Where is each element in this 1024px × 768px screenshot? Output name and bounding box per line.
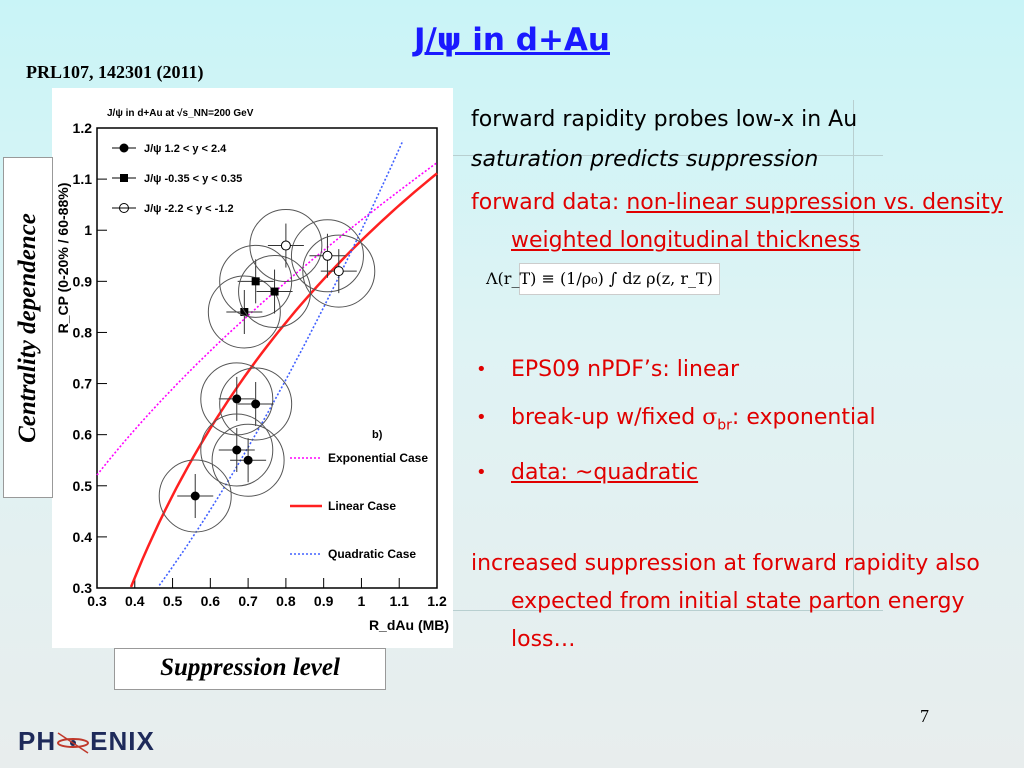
logo-left-text: PH (18, 726, 57, 756)
divider-line (453, 155, 883, 156)
data-point (251, 277, 260, 286)
data-point (270, 287, 279, 296)
data-point (333, 266, 344, 277)
phenix-logo: PH ENIX (18, 726, 155, 757)
chart-figure: 0.3 0.4 0.5 0.6 0.7 0.8 0.9 1 1.1 1.2 0.3 0.4 0.5 0.6… (52, 88, 453, 648)
y-axis-label: R_CP (0-20% / 60-88%) (55, 183, 71, 334)
x-axis-label: R_dAu (MB) (369, 617, 449, 633)
text-column: forward rapidity probes low-x in Au satu… (471, 100, 1011, 659)
y-tick-label: 0.4 (73, 529, 93, 545)
data-point (280, 240, 291, 251)
data-point (232, 394, 242, 404)
chart-svg: 0.3 0.4 0.5 0.6 0.7 0.8 0.9 1 1.1 1.2 0.3 0.4 0.5 0.6… (55, 108, 449, 633)
text-line-lowx: forward rapidity probes low-x in Au (471, 107, 858, 132)
model-curve (96, 162, 438, 476)
bullet-text: break-up w/fixed (511, 405, 703, 430)
divider-line (453, 610, 883, 611)
error-ellipse (158, 459, 232, 533)
bullet-dot: • (476, 407, 487, 428)
text-forward-data: forward data: non-linear suppression vs.… (471, 184, 1011, 298)
text-closing: increased suppression at forward rapidit… (471, 551, 980, 653)
formula-image: Λ(r_T) ≡ (1/ρ₀) ∫ dz ρ(z, r_T) (486, 263, 720, 295)
series-legend-label: J/ψ -2.2 < y < -1.2 (144, 203, 234, 215)
curve-legend-label: Linear Case (328, 499, 396, 513)
y-tick-label: 0.9 (73, 273, 93, 289)
logo-swoosh-icon (56, 731, 90, 755)
error-ellipse (200, 413, 274, 487)
y-tick-label: 1.2 (73, 120, 93, 136)
y-tick-label: 1 (84, 222, 92, 238)
bullet-text: data: ~quadratic (511, 460, 699, 486)
x-tick-label: 1.1 (389, 593, 409, 609)
bullet-item: • EPS09 nPDF’s: linear (471, 346, 1011, 394)
forward-data-prefix: forward data: (471, 190, 627, 215)
x-tick-label: 0.5 (163, 593, 183, 609)
bullet-item: • break-up w/fixed σbr: exponential (471, 394, 1011, 449)
plot-frame (96, 127, 438, 589)
x-tick-label: 0.8 (276, 593, 296, 609)
bullet-item: • data: ~quadratic (471, 449, 1011, 497)
error-ellipse (219, 367, 293, 441)
data-point (322, 250, 333, 261)
curve-legend-label: Exponential Case (328, 451, 428, 465)
error-ellipse (238, 255, 312, 329)
error-ellipse (211, 423, 285, 497)
y-tick-label: 0.6 (73, 427, 93, 443)
x-tick-label: 0.7 (238, 593, 258, 609)
x-tick-label: 0.4 (125, 593, 145, 609)
bullet-text: EPS09 nPDF’s: linear (511, 357, 740, 382)
chart-title: J/ψ in d+Au at √s_NN=200 GeV (107, 108, 254, 119)
y-tick-label: 0.3 (73, 580, 93, 596)
series-legend-label: J/ψ -0.35 < y < 0.35 (144, 173, 242, 185)
sigma-symbol: σ (702, 405, 718, 430)
error-ellipse (302, 234, 376, 308)
y-tick-label: 0.8 (73, 324, 93, 340)
vertical-caption-text: Centrality dependence (14, 213, 41, 443)
divider-line (853, 100, 854, 610)
panel-label: b) (372, 429, 383, 441)
x-tick-label: 1.2 (427, 593, 447, 609)
logo-right-text: ENIX (90, 726, 155, 756)
data-point (243, 455, 253, 465)
page-number: 7 (920, 706, 929, 726)
y-tick-label: 0.7 (73, 376, 93, 392)
data-point (190, 491, 200, 501)
slide-title: J/ψ in d+Au (414, 22, 610, 58)
y-tick-label: 0.5 (73, 478, 93, 494)
data-point (251, 399, 261, 409)
sigma-subscript: br (717, 417, 732, 434)
model-curve (129, 172, 438, 588)
error-ellipse (290, 219, 364, 293)
reference-citation: PRL107, 142301 (2011) (26, 62, 204, 82)
y-tick-label: 1.1 (73, 171, 93, 187)
x-tick-label: 1 (358, 593, 366, 609)
bullet-dot: • (476, 462, 487, 484)
x-tick-label: 0.3 (87, 593, 107, 609)
x-tick-label: 0.9 (314, 593, 334, 609)
horizontal-axis-caption: Suppression level (114, 648, 386, 690)
bullet-text-post: : exponential (731, 405, 876, 430)
error-ellipse (249, 209, 323, 283)
error-ellipse (207, 275, 281, 349)
forward-data-underlined: non-linear suppression vs. density weigh… (511, 190, 1003, 253)
vertical-axis-caption: Centrality dependence (3, 157, 53, 498)
bullet-dot: • (476, 359, 487, 380)
x-tick-label: 0.6 (201, 593, 221, 609)
series-legend-label: J/ψ 1.2 < y < 2.4 (144, 143, 227, 155)
data-point (232, 445, 242, 455)
curve-legend-label: Quadratic Case (328, 547, 416, 561)
text-line-saturation: saturation predicts suppression (471, 147, 819, 172)
